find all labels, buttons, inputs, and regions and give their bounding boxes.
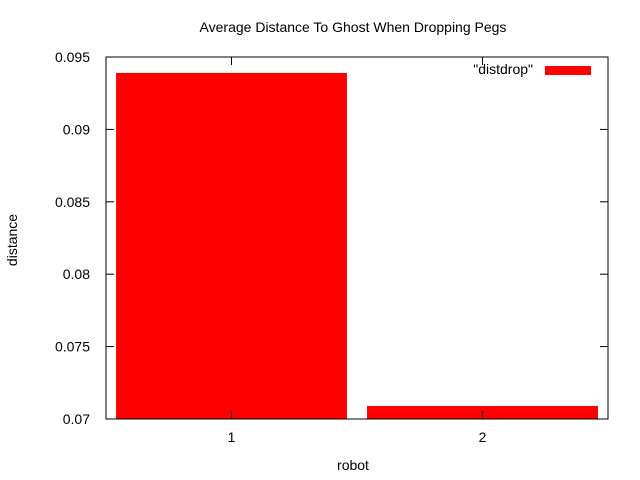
y-tick-label: 0.08 xyxy=(63,266,90,282)
chart-title: Average Distance To Ghost When Dropping … xyxy=(200,19,507,35)
x-tick-label: 2 xyxy=(479,429,487,445)
y-axis-label: distance xyxy=(4,214,20,266)
y-tick-label: 0.085 xyxy=(55,194,90,210)
legend-swatch xyxy=(545,66,591,75)
x-axis-label: robot xyxy=(337,457,369,473)
legend-label: "distdrop" xyxy=(473,61,533,77)
x-tick-label: 1 xyxy=(228,429,236,445)
bar-1 xyxy=(116,72,347,419)
plot-area: 0.07 0.075 0.08 0.085 0.09 0.095 1 2 xyxy=(55,49,609,445)
y-tick-label: 0.09 xyxy=(63,121,90,137)
plot-frame xyxy=(105,56,609,420)
legend: "distdrop" xyxy=(473,61,591,77)
y-tick-label: 0.075 xyxy=(55,339,90,355)
y-tick-label: 0.07 xyxy=(63,411,90,427)
y-tick-label: 0.095 xyxy=(55,49,90,65)
